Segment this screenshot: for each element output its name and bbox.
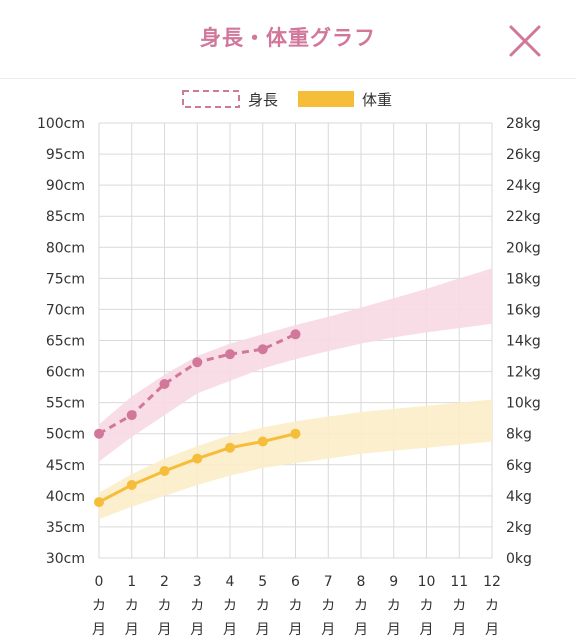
x-tick-char-ka: カ — [420, 598, 434, 614]
x-tick-char-tsuki: 月 — [485, 622, 499, 638]
x-tick-char-ka: カ — [321, 598, 335, 614]
x-tick-number: 6 — [291, 574, 300, 590]
height-data-point — [126, 410, 137, 421]
legend-weight-swatch — [298, 91, 354, 107]
x-tick-number: 1 — [127, 574, 136, 590]
y-left-tick-label: 85cm — [46, 209, 85, 225]
x-tick-char-ka: カ — [452, 598, 466, 614]
x-tick-char-ka: カ — [485, 598, 499, 614]
legend-height-swatch — [182, 90, 240, 108]
y-left-tick-label: 40cm — [46, 489, 85, 505]
height-data-point — [192, 357, 203, 368]
x-tick-char-tsuki: 月 — [92, 622, 106, 638]
x-tick-number: 0 — [95, 574, 104, 590]
x-tick-char-tsuki: 月 — [158, 622, 172, 638]
x-tick-char-ka: カ — [387, 598, 401, 614]
legend-height-label: 身長 — [248, 91, 278, 109]
y-right-tick-label: 22kg — [506, 209, 541, 225]
y-left-tick-label: 80cm — [46, 240, 85, 256]
x-tick-number: 12 — [483, 574, 501, 590]
weight-data-point — [126, 479, 137, 490]
x-tick-char-ka: カ — [158, 598, 172, 614]
weight-data-point — [159, 466, 170, 476]
x-tick-char-ka: カ — [125, 598, 139, 614]
y-right-tick-label: 14kg — [506, 334, 541, 350]
x-tick-number: 5 — [258, 574, 267, 590]
height-reference-band — [99, 268, 492, 462]
height-data-point — [290, 329, 301, 340]
y-left-tick-label: 90cm — [46, 178, 85, 194]
x-tick-char-tsuki: 月 — [125, 622, 139, 638]
legend-weight-label: 体重 — [362, 91, 392, 109]
weight-data-point — [192, 453, 203, 464]
x-tick-char-tsuki: 月 — [190, 622, 204, 638]
y-left-tick-label: 30cm — [46, 551, 85, 567]
y-right-tick-label: 12kg — [506, 365, 541, 381]
y-left-tick-label: 100cm — [37, 116, 85, 132]
x-tick-char-tsuki: 月 — [223, 622, 237, 638]
growth-chart: 身長 体重 30cm 0kg 35cm 2kg 40cm 4kg 45cm 6kg 50cm 8k… — [37, 90, 541, 638]
x-tick-char-tsuki: 月 — [420, 622, 434, 638]
y-right-tick-label: 16kg — [506, 302, 541, 318]
x-tick-char-tsuki: 月 — [321, 622, 335, 638]
y-left-tick-label: 60cm — [46, 365, 85, 381]
height-data-point — [225, 349, 235, 360]
x-tick-number: 4 — [226, 574, 235, 590]
legend: 身長 体重 — [182, 90, 392, 109]
x-tick-char-ka: カ — [223, 598, 237, 614]
y-right-tick-label: 10kg — [506, 396, 541, 412]
y-left-tick-label: 95cm — [46, 147, 85, 163]
y-right-tick-label: 4kg — [506, 489, 532, 505]
page-title: 身長・体重グラフ — [200, 26, 376, 50]
weight-data-point — [257, 436, 268, 447]
x-tick-char-tsuki: 月 — [452, 622, 466, 638]
x-tick-char-ka: カ — [256, 598, 270, 614]
header-bar: 身長・体重グラフ — [0, 0, 576, 79]
x-tick-number: 2 — [160, 574, 169, 590]
y-left-tick-label: 75cm — [46, 271, 85, 287]
y-right-tick-label: 20kg — [506, 240, 541, 256]
height-data-point — [159, 379, 170, 389]
x-tick-char-ka: カ — [354, 598, 368, 614]
y-left-tick-label: 70cm — [46, 302, 85, 318]
y-left-tick-label: 45cm — [46, 458, 85, 474]
weight-reference-band — [99, 399, 492, 520]
y-right-tick-label: 6kg — [506, 458, 532, 474]
y-right-tick-label: 24kg — [506, 178, 541, 194]
x-tick-number: 3 — [193, 574, 202, 590]
y-left-tick-label: 55cm — [46, 396, 85, 412]
x-tick-char-ka: カ — [289, 598, 303, 614]
x-tick-char-ka: カ — [190, 598, 204, 614]
y-right-tick-label: 8kg — [506, 427, 532, 443]
y-right-tick-label: 0kg — [506, 551, 532, 567]
x-tick-number: 10 — [418, 574, 436, 590]
x-tick-char-ka: カ — [92, 598, 106, 614]
y-right-tick-label: 28kg — [506, 116, 541, 132]
x-tick-char-tsuki: 月 — [256, 622, 270, 638]
y-right-tick-label: 26kg — [506, 147, 541, 163]
x-tick-number: 9 — [389, 574, 398, 590]
x-tick-char-tsuki: 月 — [387, 622, 401, 638]
x-tick-number: 8 — [357, 574, 366, 590]
close-icon — [509, 25, 541, 57]
y-right-tick-label: 2kg — [506, 520, 532, 536]
y-left-tick-label: 50cm — [46, 427, 85, 443]
y-left-tick-label: 65cm — [46, 334, 85, 350]
height-data-point — [94, 428, 104, 439]
weight-data-point — [290, 428, 301, 439]
x-tick-char-tsuki: 月 — [354, 622, 368, 638]
close-button[interactable] — [506, 22, 544, 60]
y-right-tick-label: 18kg — [506, 271, 541, 287]
height-data-point — [257, 344, 268, 355]
weight-data-point — [94, 497, 104, 508]
y-left-tick-label: 35cm — [46, 520, 85, 536]
x-tick-number: 11 — [450, 574, 468, 590]
x-tick-char-tsuki: 月 — [289, 622, 303, 638]
x-tick-number: 7 — [324, 574, 333, 590]
weight-data-point — [225, 442, 235, 453]
